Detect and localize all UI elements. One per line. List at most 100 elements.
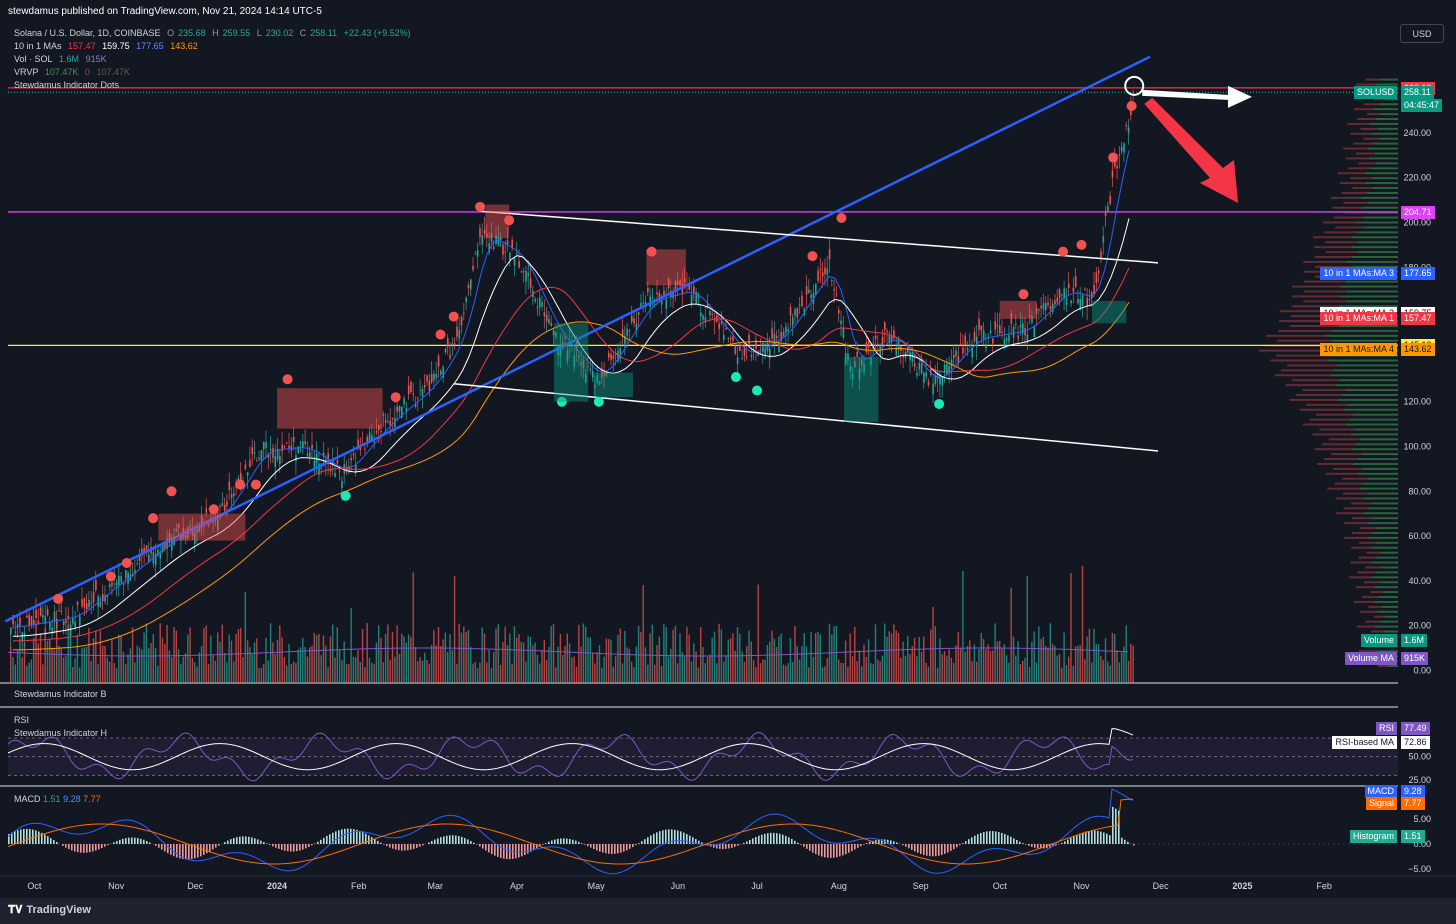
price-tick-label: 220.00 [1403, 173, 1431, 183]
candle-body [1097, 270, 1100, 273]
macd-histogram-bar [122, 838, 124, 844]
vrvp-bar-down [1352, 187, 1373, 190]
candle-body [513, 257, 516, 266]
volume-bar [1045, 645, 1047, 683]
candle-body [33, 620, 35, 625]
macd-histogram-bar [440, 837, 442, 844]
currency-button[interactable]: USD [1400, 24, 1444, 43]
time-tick-label: Nov [108, 881, 125, 891]
candle-body [840, 320, 842, 325]
candle-body [1123, 143, 1125, 153]
macd-histogram-bar [11, 832, 13, 844]
vrvp-bar-down [1279, 310, 1333, 313]
vrvp-bar-up [1336, 384, 1398, 387]
macd-histogram-bar [1037, 844, 1039, 849]
macd-histogram-bar [23, 829, 25, 844]
candle-body [762, 342, 764, 353]
macd-histogram-bar [590, 844, 592, 848]
volume-bar [1042, 636, 1045, 683]
volume-bar [260, 667, 263, 683]
candle-body [470, 279, 472, 290]
volume-bar [936, 667, 939, 683]
macd-histogram-bar [662, 830, 664, 844]
vrvp-bar-up [1345, 300, 1398, 303]
macd-histogram-bar [131, 837, 133, 844]
volume-bar [739, 633, 741, 683]
candle-body [989, 330, 992, 334]
time-tick-label: May [588, 881, 606, 891]
vol-value: 1.6M [59, 54, 80, 64]
candle-body [787, 328, 789, 332]
macd-histogram-bar [245, 836, 247, 844]
macd-histogram-bar [686, 834, 688, 844]
vrvp-bar-down [1351, 502, 1373, 505]
volume-bar [435, 645, 437, 683]
tradingview-logo[interactable]: 𝐓𝐕 TradingView [8, 904, 91, 917]
vrvp-bar-up [1352, 255, 1398, 258]
macd-histogram-bar [1013, 838, 1015, 844]
zone-box [844, 356, 879, 422]
volume-bar [732, 633, 734, 683]
volume-bar [831, 634, 833, 683]
macd-histogram-bar [1028, 844, 1030, 846]
macd-histogram-bar [101, 844, 103, 849]
volume-bar [976, 661, 978, 683]
macd-hist-value: 1.51 [43, 794, 61, 804]
macd-histogram-bar [344, 828, 346, 844]
candle-body [1104, 210, 1107, 216]
candle-body [683, 278, 686, 283]
vrvp-bar-down [1274, 374, 1331, 377]
volume-bar [249, 647, 251, 683]
volume-bar [428, 663, 430, 683]
macd-histogram-bar [458, 836, 460, 844]
candle-body [219, 506, 221, 508]
candle-body [794, 309, 796, 316]
candle-body [322, 452, 325, 457]
vrvp-bar-down [1343, 507, 1369, 510]
volume-bar [529, 636, 532, 683]
volume-bar [865, 656, 867, 683]
volume-bar [688, 634, 690, 683]
candle-body [709, 311, 711, 316]
candle-body [447, 338, 449, 347]
volume-bar [909, 654, 911, 683]
volume-bar [826, 658, 828, 683]
zone-box [277, 388, 383, 429]
macd-histogram-bar [1067, 839, 1069, 844]
volume-bar [157, 665, 159, 683]
volume-bar [543, 639, 545, 683]
macd-line [7, 788, 1134, 875]
volume-bar [108, 661, 111, 683]
volume-bar [180, 664, 182, 683]
macd-histogram-bar [251, 837, 253, 844]
candle-body [1035, 307, 1038, 314]
macd-histogram-bar [944, 844, 946, 854]
candle-body [819, 268, 822, 271]
vrvp-bar-up [1343, 408, 1398, 411]
volume-bar [824, 666, 826, 683]
candle-body [168, 533, 171, 544]
macd-histogram-bar [851, 844, 853, 852]
macd-histogram-bar [416, 844, 418, 848]
candle-body [405, 408, 408, 412]
candle-body [403, 398, 405, 405]
candle-body [923, 372, 925, 384]
macd-title: MACD [14, 794, 41, 804]
candle-body [1093, 284, 1095, 295]
macd-histogram-bar [1076, 834, 1078, 844]
vrvp-bar-up [1325, 334, 1398, 337]
candle-body [474, 253, 477, 255]
vrvp-bar-down [1362, 596, 1379, 599]
vrvp-bar-down [1313, 236, 1352, 239]
volume-bar [233, 661, 235, 683]
volume-bar [874, 624, 877, 683]
candle-body [796, 307, 799, 318]
volume-bar [1107, 661, 1109, 683]
volume-bar [207, 664, 210, 683]
volume-bar [550, 626, 552, 683]
macd-histogram-bar [803, 844, 805, 847]
candle-body [499, 237, 502, 241]
macd-histogram-bar [842, 844, 844, 856]
volume-bar [564, 646, 566, 683]
